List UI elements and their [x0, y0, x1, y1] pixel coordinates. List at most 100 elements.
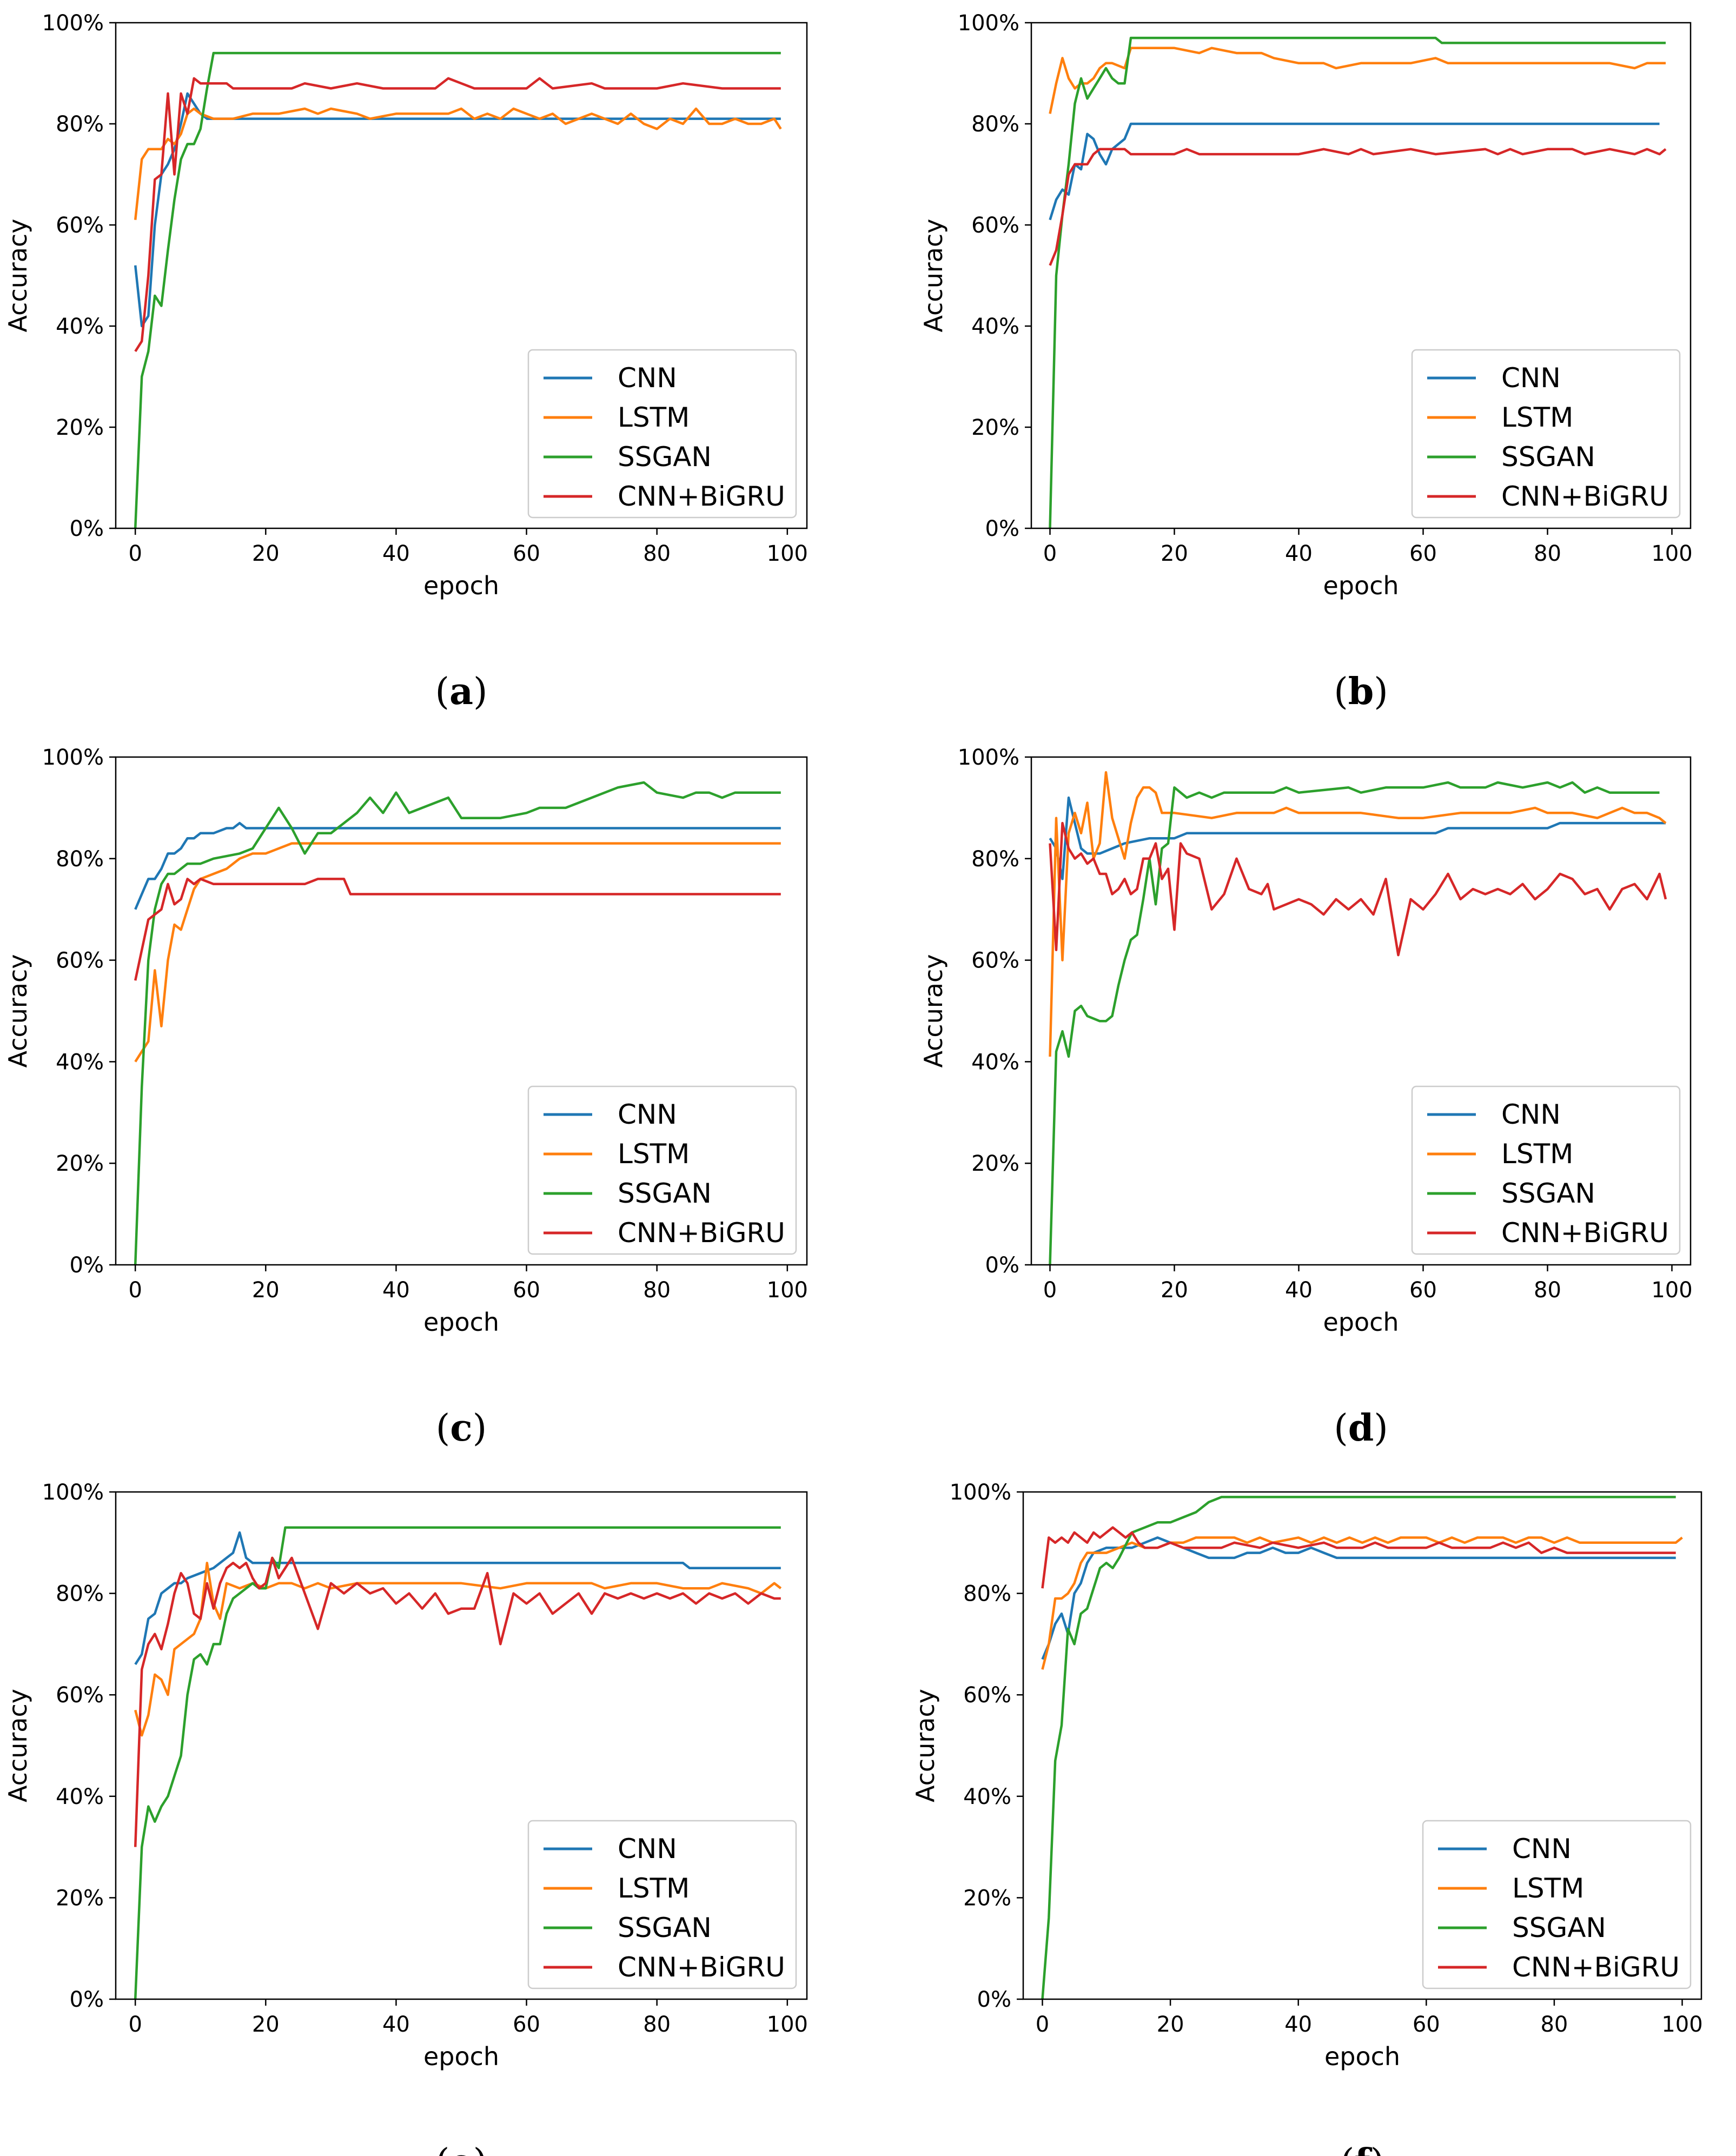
- legend-box: [527, 349, 797, 519]
- series-line-ssgan: [1049, 781, 1660, 1265]
- x-tick-label: 40: [382, 1278, 410, 1303]
- legend-label-lstm: LSTM: [1501, 1138, 1573, 1170]
- legend-label-ssgan: SSGAN: [618, 1178, 712, 1209]
- legend: CNN LSTM SSGAN CNN+BiGRU: [527, 349, 797, 519]
- legend-label-lstm: LSTM: [618, 1873, 690, 1904]
- y-tick-label: 20%: [56, 1886, 104, 1910]
- series-line-cnn: [134, 92, 781, 328]
- x-tick-label: 100: [1651, 1278, 1692, 1303]
- y-axis-label: Accuracy: [919, 218, 948, 332]
- legend-box: [527, 1820, 797, 1989]
- y-tick-label: 40%: [56, 1050, 104, 1074]
- series-lines: [1049, 771, 1667, 1265]
- y-tick-label: 20%: [56, 1151, 104, 1176]
- x-tick-label: 60: [513, 1278, 540, 1303]
- x-tick-label: 0: [128, 541, 142, 566]
- y-tick-label: 20%: [971, 415, 1019, 440]
- y-tick-label: 40%: [971, 1050, 1019, 1074]
- y-tick-label: 80%: [56, 1582, 104, 1607]
- legend-label-cnn-bigru: CNN+BiGRU: [1501, 481, 1669, 512]
- y-tick-label: 60%: [56, 1683, 104, 1708]
- legend-label-cnn-bigru: CNN+BiGRU: [1512, 1952, 1680, 1983]
- legend-label-lstm: LSTM: [1512, 1873, 1584, 1904]
- plot-frame: [1022, 1491, 1702, 2000]
- y-tick-label: 100%: [958, 11, 1019, 36]
- y-tick-label: 80%: [971, 847, 1019, 872]
- legend-label-cnn: CNN: [1501, 362, 1561, 394]
- legend-label-ssgan: SSGAN: [1501, 441, 1595, 473]
- y-tick-label: 40%: [971, 314, 1019, 339]
- plot-frame: [1030, 22, 1692, 529]
- series-lines: [134, 51, 782, 528]
- series-line-cnn-bigru: [1049, 148, 1667, 266]
- y-tick-label: 20%: [963, 1886, 1011, 1910]
- series-line-cnn-bigru: [1041, 1526, 1676, 1589]
- x-tick-label: 100: [767, 541, 808, 566]
- legend-label-cnn: CNN: [618, 1099, 677, 1130]
- x-tick-label: 100: [1661, 2012, 1702, 2037]
- y-tick-label: 80%: [963, 1582, 1011, 1607]
- legend-label-cnn: CNN: [618, 362, 677, 394]
- y-tick-label: 80%: [56, 847, 104, 872]
- x-tick-label: 20: [252, 2012, 280, 2037]
- legend-label-ssgan: SSGAN: [1512, 1912, 1606, 1943]
- y-tick-label: 60%: [56, 213, 104, 238]
- legend-box: [1422, 1820, 1692, 1989]
- x-tick-label: 60: [513, 541, 540, 566]
- series-line-cnn-bigru: [134, 878, 781, 981]
- panel-caption: (e): [435, 2141, 487, 2156]
- x-axis-label: epoch: [423, 571, 499, 600]
- series-line-ssgan: [1041, 1496, 1676, 1999]
- x-tick-label: 40: [1284, 2012, 1312, 2037]
- y-tick-label: 60%: [971, 948, 1019, 973]
- series-line-lstm: [134, 842, 781, 1063]
- series-line-cnn-bigru: [134, 1556, 781, 1847]
- panel-caption: (a): [435, 670, 487, 713]
- chart-panel-b: 0 20 40 60 80 100 0% 20% 40% 60% 80% 100% epoch Accur…: [919, 11, 1693, 713]
- legend-label-lstm: LSTM: [618, 1138, 690, 1170]
- chart-panel-c: 0 20 40 60 80 100 0% 20% 40% 60% 80% 100% epoch Accur…: [3, 745, 808, 1450]
- x-tick-label: 40: [1285, 541, 1313, 566]
- chart-panel-e: 0 20 40 60 80 100 0% 20% 40% 60% 80% 100% epoch Accur…: [3, 1480, 808, 2156]
- x-axis-label: epoch: [1323, 1308, 1399, 1337]
- y-tick-label: 0%: [977, 1987, 1011, 2012]
- series-line-cnn: [134, 821, 781, 910]
- chart-panel-f: 0 20 40 60 80 100 0% 20% 40% 60% 80% 100% epoch Accur…: [911, 1480, 1703, 2156]
- y-tick-label: 20%: [56, 415, 104, 440]
- x-tick-label: 80: [1534, 541, 1561, 566]
- series-line-cnn: [1041, 1536, 1676, 1660]
- x-tick-label: 100: [1651, 541, 1692, 566]
- legend-label-cnn-bigru: CNN+BiGRU: [618, 1952, 785, 1983]
- legend-label-cnn-bigru: CNN+BiGRU: [1501, 1217, 1669, 1249]
- x-tick-label: 60: [513, 2012, 540, 2037]
- x-tick-label: 0: [1043, 541, 1057, 566]
- y-tick-label: 60%: [56, 948, 104, 973]
- x-tick-label: 60: [1409, 1278, 1437, 1303]
- legend-label-cnn-bigru: CNN+BiGRU: [618, 481, 785, 512]
- y-tick-label: 60%: [971, 213, 1019, 238]
- y-tick-label: 80%: [971, 112, 1019, 137]
- x-tick-label: 20: [1161, 1278, 1188, 1303]
- x-tick-label: 100: [767, 2012, 808, 2037]
- x-tick-label: 60: [1413, 2012, 1440, 2037]
- panel-caption: (b): [1334, 670, 1388, 713]
- legend: CNN LSTM SSGAN CNN+BiGRU: [1422, 1820, 1692, 1989]
- y-tick-label: 40%: [56, 1784, 104, 1809]
- series-lines: [134, 1526, 782, 1999]
- y-axis-label: Accuracy: [911, 1689, 940, 1802]
- y-tick-label: 0%: [70, 1253, 104, 1278]
- x-tick-label: 0: [1043, 1278, 1057, 1303]
- plot-frame: [115, 22, 808, 529]
- x-tick-label: 20: [252, 541, 280, 566]
- legend-label-ssgan: SSGAN: [1501, 1178, 1595, 1209]
- y-tick-label: 40%: [963, 1784, 1011, 1809]
- y-tick-label: 40%: [56, 314, 104, 339]
- x-tick-label: 40: [1285, 1278, 1313, 1303]
- series-lines: [134, 781, 781, 1265]
- y-axis-label: Accuracy: [3, 954, 32, 1067]
- y-axis-label: Accuracy: [3, 218, 32, 332]
- x-tick-label: 80: [643, 541, 671, 566]
- legend-label-cnn: CNN: [1501, 1099, 1561, 1130]
- x-axis-label: epoch: [1323, 571, 1399, 600]
